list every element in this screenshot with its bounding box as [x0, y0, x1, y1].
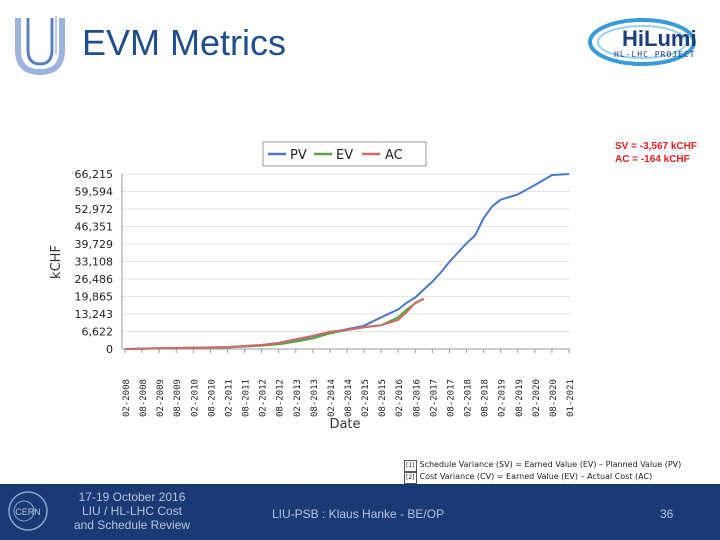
footer-event-line-3: and Schedule Review [73, 518, 191, 532]
x-tick-label: 02-2020 [532, 379, 542, 417]
y-tick-label: 39,729 [75, 238, 114, 251]
x-tick-label: 02-2019 [498, 379, 508, 417]
footer-event-line-2: LIU / HL-LHC Cost [81, 504, 183, 518]
note-2-text: Cost Variance (CV) = Earned Value (EV) –… [419, 472, 653, 481]
y-tick-label: 13,243 [75, 308, 114, 321]
x-tick-labels: 02-2008 08-2008 02-2009 08-2009 02-2010 08-20… [122, 349, 576, 417]
x-tick-label: 08-2009 [173, 379, 183, 417]
y-axis-label: kCHF [49, 245, 64, 279]
cern-logo-text: CERN [15, 507, 41, 517]
footer-presenter: LIU-PSB : Klaus Hanke - BE/OP [272, 507, 445, 521]
x-tick-label: 02-2012 [259, 379, 269, 417]
series-line-ac [124, 297, 425, 350]
ac-annotation: AC = -164 kCHF [615, 154, 690, 165]
y-tick-label: 26,486 [75, 273, 114, 286]
footer-event-line-1: 17-19 October 2016 [78, 490, 186, 504]
x-tick-label: 02-2010 [190, 379, 200, 417]
x-tick-label: 08-2016 [412, 379, 422, 417]
x-tick-label: 08-2013 [310, 379, 320, 417]
footer-event: 17-19 October 2016 LIU / HL-LHC Cost and… [62, 490, 202, 532]
x-tick-label: 02-2015 [361, 379, 371, 417]
x-tick-label: 08-2020 [549, 379, 559, 417]
y-tick-labels: 66,215 59,594 52,972 46,351 39,729 33,108 26,4… [75, 168, 114, 356]
hilumi-logo-icon [588, 18, 696, 66]
y-tick-label: 33,108 [75, 255, 114, 268]
x-tick-label: 02-2017 [429, 379, 439, 417]
x-tick-label: 02-2009 [156, 379, 166, 417]
note-1-marker: [1] [404, 460, 417, 472]
x-tick-label: 08-2012 [276, 379, 286, 417]
y-tick-label: 52,972 [75, 203, 114, 216]
legend-ac-label: AC [385, 148, 403, 163]
page-number: 36 [660, 507, 674, 521]
series-line-ev [124, 297, 425, 350]
x-tick-label: 02-2013 [293, 379, 303, 417]
chart-series [124, 173, 570, 350]
x-tick-label: 08-2019 [515, 379, 525, 417]
x-tick-label: 08-2015 [378, 379, 388, 417]
chart-gridlines [122, 173, 570, 332]
x-tick-label: 08-2010 [207, 379, 217, 417]
page-title: EVM Metrics [82, 22, 287, 63]
hilumi-logo-text: HiLumi [622, 26, 697, 51]
x-tick-label: 02-2018 [464, 379, 474, 417]
y-tick-label: 6,622 [82, 325, 114, 338]
x-tick-label: 08-2008 [139, 379, 149, 417]
x-axis-label: Date [329, 417, 360, 432]
y-tick-label: 19,865 [75, 290, 114, 303]
x-tick-label: 02-2016 [395, 379, 405, 417]
x-tick-label: 02-2011 [224, 379, 234, 417]
cern-logo-icon: CERN [8, 491, 48, 531]
y-tick-label: 0 [106, 343, 113, 356]
variance-notes: [1] Schedule Variance (SV) = Earned Value… [404, 460, 681, 484]
y-tick-label: 46,351 [75, 220, 114, 233]
x-tick-label: 02-2008 [122, 379, 132, 417]
x-tick-label: 08-2017 [446, 379, 456, 417]
x-tick-label: 02-2014 [327, 379, 337, 417]
note-2-marker: [2] [404, 472, 417, 484]
note-1-text: Schedule Variance (SV) = Earned Value (E… [419, 460, 682, 469]
legend-pv-label: PV [290, 148, 307, 163]
x-tick-label: 01-2021 [566, 379, 576, 417]
hilumi-logo-subtext: HL-LHC PROJECT [614, 50, 696, 59]
y-tick-label: 59,594 [75, 185, 114, 198]
x-tick-label: 08-2011 [242, 379, 252, 417]
liu-logo-icon [15, 16, 65, 76]
x-tick-label: 08-2018 [481, 379, 491, 417]
footer-bar [0, 484, 720, 540]
x-tick-label: 08-2014 [344, 379, 354, 417]
evm-chart: 66,215 59,594 52,972 46,351 39,729 33,108 26,4… [49, 141, 576, 432]
legend-ev-label: EV [336, 148, 353, 163]
y-tick-label: 66,215 [75, 168, 114, 181]
sv-annotation: SV = -3,567 kCHF [615, 141, 697, 152]
chart-legend: PV EV AC [262, 141, 427, 167]
